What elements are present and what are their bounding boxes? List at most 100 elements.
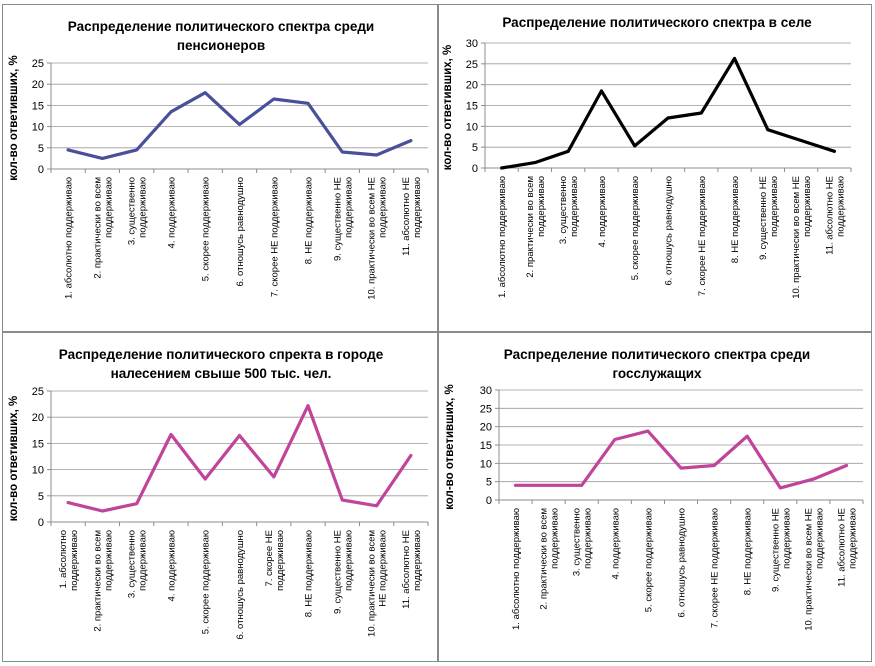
x-tick-text: 1. абсолютно поддерживаю xyxy=(497,176,508,298)
x-tick-line: 6. отношусь равнодушно xyxy=(235,177,246,287)
x-tick-text: 9. существенно НЕподдерживаю xyxy=(758,176,780,260)
x-tick-text: 8. НЕ поддерживаю xyxy=(304,177,315,264)
data-point xyxy=(169,433,173,436)
y-tick-label: 30 xyxy=(466,38,478,50)
x-tick-line: поддерживаю xyxy=(103,530,114,591)
x-tick-text: 7. скорее НЕ поддерживаю xyxy=(697,176,708,296)
x-tick-line: 9. существенно НЕ xyxy=(758,176,769,260)
y-tick-label: 25 xyxy=(32,386,44,398)
chart-title-line: Распределение политического спектра сред… xyxy=(68,19,374,34)
chart-title-line: госслужащих xyxy=(612,366,702,381)
x-tick-label: 6. отношусь равнодушно xyxy=(235,177,246,287)
y-tick-label: 0 xyxy=(38,517,44,529)
x-tick-label: 8. НЕ поддерживаю xyxy=(743,508,754,595)
data-point xyxy=(375,153,378,157)
data-point xyxy=(566,149,570,153)
data-point xyxy=(580,483,584,487)
x-tick-text: 6. отношусь равнодушно xyxy=(235,177,246,287)
x-tick-line: 11. абсолютно НЕ xyxy=(401,530,412,609)
chart-title: Распределение политического спектра сред… xyxy=(504,347,810,381)
x-tick-text: 7. скорее НЕ поддерживаю xyxy=(269,177,280,297)
chart-civil-servants: Распределение политического спектра сред… xyxy=(444,347,864,631)
x-tick-line: 8. НЕ поддерживаю xyxy=(730,176,741,263)
x-tick-line: поддерживаю xyxy=(769,176,780,237)
data-point xyxy=(699,111,703,115)
y-tick-label: 20 xyxy=(32,79,44,91)
data-point xyxy=(238,434,241,437)
x-tick-line: 11. абсолютно НЕ xyxy=(824,176,835,255)
x-tick-line: 11. абсолютно НЕ xyxy=(401,177,412,256)
y-tick-label: 15 xyxy=(466,101,478,113)
x-tick-line: 4. поддерживаю xyxy=(597,176,608,247)
x-tick-line: 2. практически во всем xyxy=(539,508,550,610)
x-tick-label: 3. существенноподдерживаю xyxy=(572,508,594,576)
x-tick-text: 9. существенно НЕподдерживаю xyxy=(332,177,354,261)
series-line xyxy=(66,404,413,513)
x-tick-line: поддерживаю xyxy=(378,177,389,238)
chart-village: Распределение политического спектра в се… xyxy=(442,15,852,299)
y-axis-label: кол-во ответивших, % xyxy=(442,45,454,171)
data-point xyxy=(409,454,413,457)
y-axis-label: кол-во ответивших, % xyxy=(8,396,20,522)
x-tick-line: поддерживаю xyxy=(569,176,580,237)
x-tick-line: 5. скорее поддерживаю xyxy=(643,508,654,612)
x-tick-label: 8. НЕ поддерживаю xyxy=(730,176,741,263)
chart-panel-village: Распределение политического спектра в се… xyxy=(438,4,872,332)
x-tick-label: 10. практически во всемНЕ поддерживаю xyxy=(367,530,389,637)
chart-title: Распределение политического спектра в се… xyxy=(502,15,812,30)
data-point xyxy=(600,89,603,93)
x-tick-line: 2. практически во всем xyxy=(92,530,103,632)
x-tick-label: 11. абсолютно НЕподдерживаю xyxy=(824,176,846,255)
data-point xyxy=(712,464,716,467)
x-tick-text: 10. практически во всем НЕподдерживаю xyxy=(791,176,813,299)
data-point xyxy=(203,477,207,481)
x-tick-text: 8. НЕ поддерживаю xyxy=(304,530,315,617)
x-tick-line: 1. абсолютно поддерживаю xyxy=(497,176,508,298)
x-tick-label: 7. скорее НЕ поддерживаю xyxy=(697,176,708,296)
x-tick-line: поддерживаю xyxy=(583,508,594,569)
x-tick-label: 1. абсолютно поддерживаю xyxy=(64,177,75,299)
x-tick-text: 4. поддерживаю xyxy=(166,177,177,248)
x-tick-line: 2. практически во всем xyxy=(92,177,103,279)
x-tick-label: 4. поддерживаю xyxy=(597,176,608,247)
data-point xyxy=(679,466,683,470)
x-tick-text: 3. существенноподдерживаю xyxy=(572,508,594,576)
data-point xyxy=(500,166,504,170)
x-tick-line: 1. абсолютно поддерживаю xyxy=(64,177,75,299)
x-tick-label: 4. поддерживаю xyxy=(166,177,177,248)
x-tick-label: 4. поддерживаю xyxy=(166,530,177,601)
x-tick-label: 7. скорее НЕподдерживаю xyxy=(264,530,286,591)
chart-title-line: Распределение политического спректа в го… xyxy=(59,347,384,362)
x-tick-line: 5. скорее поддерживаю xyxy=(630,176,641,280)
x-tick-text: 5. скорее поддерживаю xyxy=(630,176,641,280)
x-tick-text: 5. скорее поддерживаю xyxy=(201,177,212,281)
x-tick-line: 7. скорее НЕ xyxy=(264,530,275,587)
x-tick-label: 3. существенноподдерживаю xyxy=(127,530,149,598)
x-tick-line: 1. абсолютно поддерживаю xyxy=(511,508,522,630)
x-tick-line: 3. существенно xyxy=(127,530,138,598)
x-tick-label: 5. скорее поддерживаю xyxy=(643,508,654,612)
x-tick-label: 8. НЕ поддерживаю xyxy=(304,177,315,264)
y-axis-label: кол-во ответивших, % xyxy=(444,384,456,510)
chart-title-line: пенсионеров xyxy=(177,38,265,53)
x-tick-text: 1. абсолютно поддерживаю xyxy=(64,177,75,299)
y-tick-label: 25 xyxy=(480,403,492,415)
x-tick-label: 10. практически во всем НЕподдерживаю xyxy=(367,177,389,300)
y-tick-label: 10 xyxy=(480,458,492,470)
x-tick-text: 4. поддерживаю xyxy=(597,176,608,247)
x-tick-label: 4. поддерживаю xyxy=(610,508,621,579)
x-tick-line: 6. отношусь равнодушно xyxy=(677,508,688,618)
x-tick-text: 8. НЕ поддерживаю xyxy=(730,176,741,263)
data-point xyxy=(272,97,276,101)
data-point xyxy=(799,139,803,142)
x-tick-line: 5. скорее поддерживаю xyxy=(201,530,212,634)
x-tick-text: 7. скорее НЕподдерживаю xyxy=(264,530,286,591)
data-point xyxy=(135,148,139,152)
y-tick-label: 15 xyxy=(32,100,44,112)
x-tick-line: поддерживаю xyxy=(550,508,561,569)
x-tick-line: поддерживаю xyxy=(412,530,423,591)
chart-title-line: Распределение политического спектра сред… xyxy=(504,347,810,362)
x-tick-label: 7. скорее НЕ поддерживаю xyxy=(710,508,721,628)
x-tick-text: 4. поддерживаю xyxy=(166,530,177,601)
x-tick-label: 6. отношусь равнодушно xyxy=(677,508,688,618)
